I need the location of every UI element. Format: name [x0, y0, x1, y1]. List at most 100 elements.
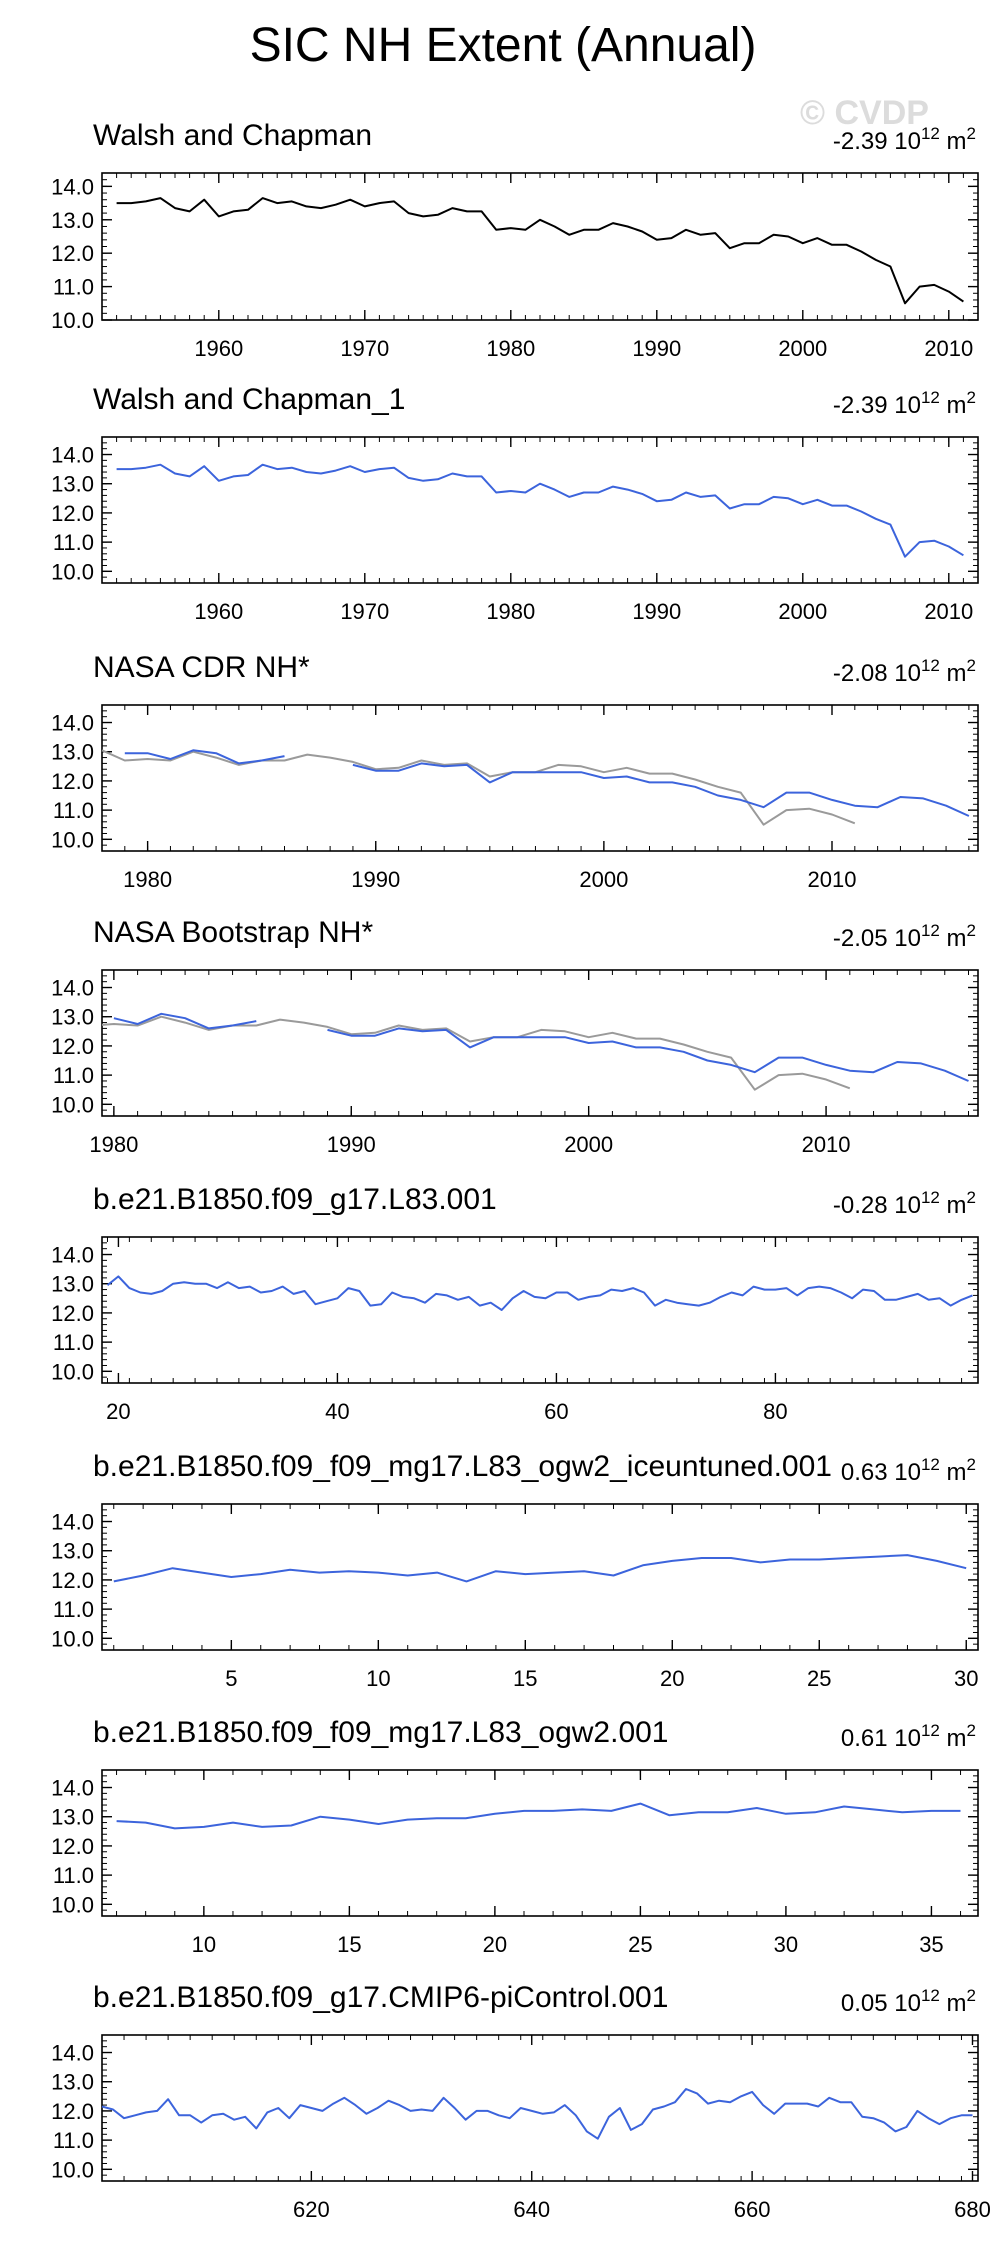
y-tick-label: 12.0 [51, 1834, 94, 1859]
y-tick-label: 13.0 [51, 208, 94, 233]
plot-frame [101, 1769, 979, 1917]
series-line-2 [113, 1012, 257, 1030]
y-tick-label: 12.0 [51, 1301, 94, 1326]
x-tick-label: 1980 [89, 1132, 138, 1157]
x-tick-label: 20 [106, 1399, 130, 1424]
trend-label: 0.63 1012 m2 [841, 1455, 976, 1486]
y-tick-label: 14.0 [51, 2041, 94, 2066]
plot-frame [101, 704, 979, 852]
x-tick-label: 10 [366, 1666, 390, 1691]
x-tick-label: 15 [513, 1666, 537, 1691]
x-tick-label: 1970 [340, 336, 389, 361]
x-tick-label: 2000 [778, 336, 827, 361]
y-tick-label: 12.0 [51, 241, 94, 266]
x-tick-label: 2000 [564, 1132, 613, 1157]
x-tick-label: 680 [954, 2197, 991, 2222]
x-tick-label: 1990 [327, 1132, 376, 1157]
x-tick-label: 20 [483, 1932, 507, 1957]
y-tick-label: 11.0 [53, 1063, 94, 1088]
y-tick-label: 14.0 [51, 1243, 94, 1268]
series-line-1 [116, 1802, 961, 1830]
x-tick-label: 1980 [123, 867, 172, 892]
y-tick-label: 11.0 [53, 798, 94, 823]
x-tick-label: 60 [544, 1399, 568, 1424]
x-tick-label: 1960 [194, 336, 243, 361]
trend-label: -2.39 1012 m2 [833, 124, 976, 155]
y-tick-label: 11.0 [53, 1863, 94, 1888]
x-tick-label: 20 [660, 1666, 684, 1691]
x-tick-label: 30 [954, 1666, 978, 1691]
y-tick-label: 13.0 [51, 1005, 94, 1030]
panel-7: b.e21.B1850.f09_f09_mg17.L83_ogw2.001 0.6… [51, 1716, 979, 1957]
plot-frame [101, 436, 979, 584]
y-tick-label: 14.0 [51, 174, 94, 199]
panel-title: b.e21.B1850.f09_g17.L83.001 [93, 1183, 497, 1216]
series-line-1 [113, 1554, 967, 1583]
x-tick-label: 620 [293, 2197, 330, 2222]
y-tick-label: 14.0 [51, 711, 94, 736]
y-tick-label: 10.0 [51, 1892, 94, 1917]
panel-2: Walsh and Chapman_1 -2.39 1012 m2 14.0 13.0… [51, 383, 979, 624]
x-tick-label: 2010 [802, 1132, 851, 1157]
x-tick-label: 1970 [340, 599, 389, 624]
x-tick-label: 25 [628, 1932, 652, 1957]
y-tick-label: 10.0 [51, 559, 94, 584]
y-tick-label: 12.0 [51, 501, 94, 526]
x-tick-label: 640 [513, 2197, 550, 2222]
y-tick-label: 11.0 [53, 2128, 94, 2153]
y-tick-label: 13.0 [51, 740, 94, 765]
plot-frame [101, 969, 979, 1117]
x-tick-label: 1990 [351, 867, 400, 892]
panel-title: b.e21.B1850.f09_g17.CMIP6-piControl.001 [93, 1981, 668, 2014]
y-tick-label: 13.0 [51, 472, 94, 497]
series-line-3 [327, 1027, 969, 1082]
panel-title: Walsh and Chapman [93, 119, 372, 152]
panel-title: Walsh and Chapman_1 [93, 383, 405, 416]
x-tick-label: 30 [774, 1932, 798, 1957]
series-line-1 [116, 463, 964, 558]
panel-1: Walsh and Chapman -2.39 1012 m2 14.0 13.0 12… [51, 119, 979, 361]
plot-frame [101, 1236, 979, 1384]
y-tick-label: 14.0 [51, 1776, 94, 1801]
panel-title: b.e21.B1850.f09_f09_mg17.L83_ogw2_iceunt… [93, 1450, 832, 1483]
trend-label: -2.39 1012 m2 [833, 388, 976, 419]
panel-3: NASA CDR NH* -2.08 1012 m2 14.0 13.0 12.0 11.… [51, 651, 979, 892]
x-tick-label: 1990 [632, 336, 681, 361]
series-line-1 [116, 197, 964, 305]
series-line-1 [106, 1275, 973, 1311]
series-line-1 [101, 2088, 973, 2140]
y-tick-label: 13.0 [51, 1805, 94, 1830]
y-tick-label: 13.0 [51, 2070, 94, 2095]
x-tick-label: 2010 [924, 599, 973, 624]
y-tick-label: 10.0 [51, 1359, 94, 1384]
series-line-2 [124, 749, 285, 765]
panel-8: b.e21.B1850.f09_g17.CMIP6-piControl.001 0… [51, 1981, 991, 2222]
x-tick-label: 35 [919, 1932, 943, 1957]
cvdp-watermark: © CVDP [800, 94, 929, 132]
x-tick-label: 660 [734, 2197, 771, 2222]
x-tick-label: 2000 [579, 867, 628, 892]
y-tick-label: 13.0 [51, 1539, 94, 1564]
x-tick-label: 10 [192, 1932, 216, 1957]
x-tick-label: 2010 [924, 336, 973, 361]
y-tick-label: 11.0 [53, 530, 94, 555]
x-tick-label: 25 [807, 1666, 831, 1691]
y-tick-label: 12.0 [51, 1034, 94, 1059]
x-tick-label: 15 [337, 1932, 361, 1957]
x-tick-label: 1980 [486, 599, 535, 624]
panel-4: NASA Bootstrap NH* -2.05 1012 m2 14.0 13.0 1… [51, 916, 979, 1157]
y-tick-label: 10.0 [51, 1092, 94, 1117]
y-tick-label: 14.0 [51, 443, 94, 468]
y-tick-label: 12.0 [51, 1568, 94, 1593]
x-tick-label: 2010 [808, 867, 857, 892]
y-tick-label: 12.0 [51, 769, 94, 794]
y-tick-label: 10.0 [51, 1626, 94, 1651]
y-tick-label: 11.0 [53, 1597, 94, 1622]
panel-6: b.e21.B1850.f09_f09_mg17.L83_ogw2_iceunt… [51, 1450, 979, 1691]
trend-label: -0.28 1012 m2 [833, 1188, 976, 1219]
x-tick-label: 1960 [194, 599, 243, 624]
trend-label: -2.08 1012 m2 [833, 656, 976, 687]
panel-title: NASA CDR NH* [93, 651, 310, 684]
y-tick-label: 11.0 [53, 1330, 94, 1355]
